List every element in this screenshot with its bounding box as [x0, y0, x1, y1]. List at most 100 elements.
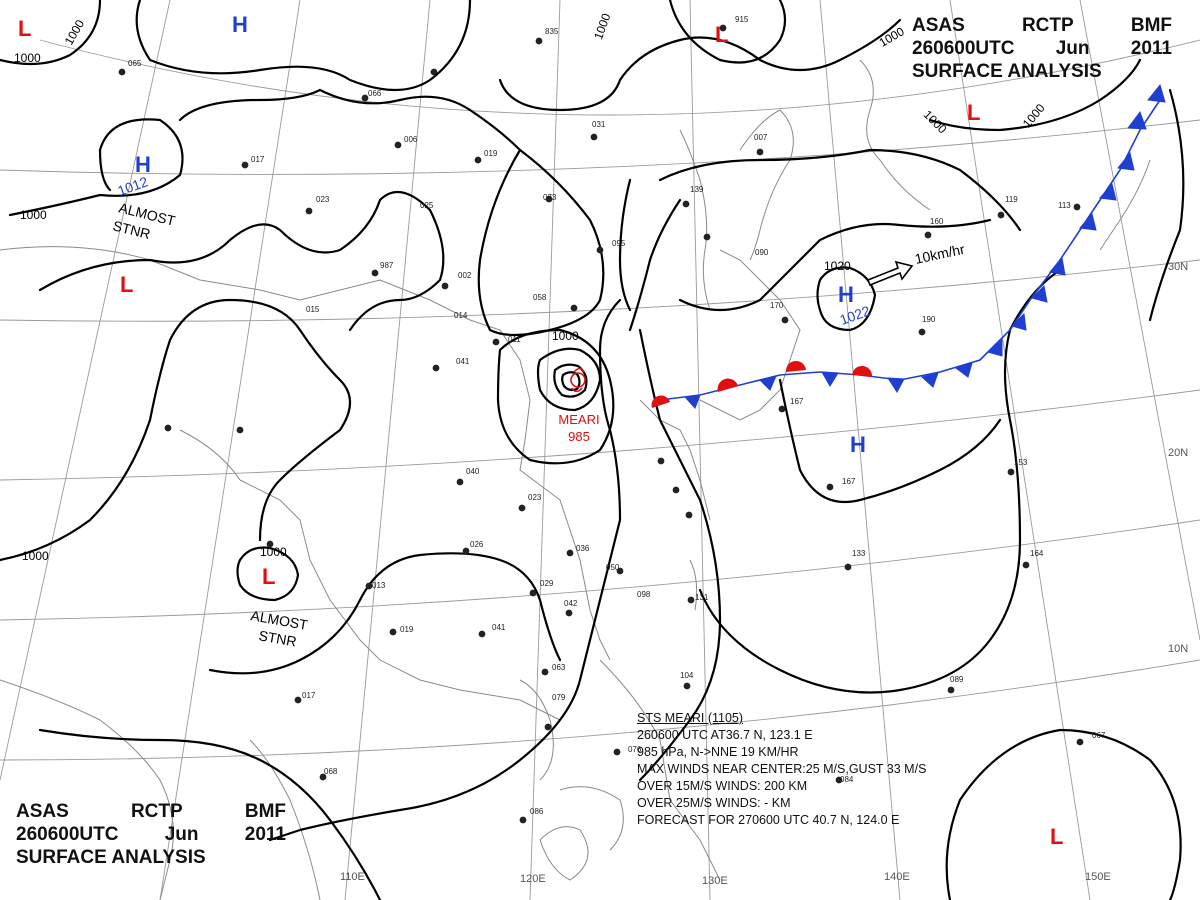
storm-label: MEARI 985 — [558, 412, 599, 444]
storm-info-15ms: OVER 15M/S WINDS: 200 KM — [637, 779, 808, 793]
low-center: L — [18, 16, 31, 41]
svg-text:041: 041 — [492, 623, 506, 632]
high-center: H — [850, 432, 866, 457]
low-center: L — [120, 272, 133, 297]
footer-product: ASAS — [16, 801, 69, 822]
footer-source: BMF — [244, 801, 286, 822]
svg-text:170: 170 — [770, 301, 784, 310]
svg-text:131: 131 — [695, 593, 709, 602]
svg-text:164: 164 — [1030, 549, 1044, 558]
svg-text:1020: 1020 — [824, 259, 851, 273]
svg-text:150E: 150E — [1085, 871, 1111, 883]
svg-text:110E: 110E — [340, 871, 365, 883]
svg-text:119: 119 — [1005, 195, 1018, 204]
svg-text:073: 073 — [543, 193, 557, 202]
storm-info-pressure: 985 hPa, N->NNE 19 KM/HR — [637, 745, 799, 759]
storm-name: MEARI — [558, 412, 599, 427]
svg-text:30N: 30N — [1168, 261, 1188, 273]
svg-text:026: 026 — [470, 540, 484, 549]
svg-text:017: 017 — [302, 691, 316, 700]
footer-station: RCTP — [130, 801, 183, 822]
svg-text:133: 133 — [852, 549, 866, 558]
almost-stnr-south-2: STNR — [257, 627, 297, 649]
svg-text:104: 104 — [680, 671, 694, 680]
svg-text:835: 835 — [545, 27, 559, 36]
svg-text:20N: 20N — [1168, 447, 1188, 459]
svg-text:140E: 140E — [884, 871, 910, 883]
latitude-labels: 30N 20N 10N — [1168, 261, 1188, 655]
svg-text:1000: 1000 — [14, 51, 41, 65]
svg-text:1000: 1000 — [552, 329, 579, 343]
title-bottom: ASAS RCTP BMF 260600UTC Jun 2011 SURFACE… — [16, 800, 286, 869]
high-center: H — [838, 282, 854, 307]
station-values: 835 915 065 066 006 017 019 023 025 987 … — [128, 15, 1106, 816]
low-center: L — [262, 564, 275, 589]
storm-info-box: STS MEARI (1105) 260600 UTC AT36.7 N, 12… — [637, 710, 926, 829]
storm-info-max-winds: MAX WINDS NEAR CENTER:25 M/S,GUST 33 M/S — [637, 762, 927, 776]
svg-text:023: 023 — [528, 493, 542, 502]
footer-type: SURFACE ANALYSIS — [16, 847, 206, 868]
storm-info-25ms: OVER 25M/S WINDS: - KM — [637, 796, 791, 810]
longitude-labels: 110E 120E 130E 140E 150E — [340, 871, 1111, 887]
svg-text:029: 029 — [540, 579, 554, 588]
svg-text:041: 041 — [456, 357, 470, 366]
low-center: L — [967, 100, 980, 125]
svg-text:079: 079 — [552, 693, 566, 702]
svg-text:068: 068 — [324, 767, 338, 776]
storm-info-forecast: FORECAST FOR 270600 UTC 40.7 N, 124.0 E — [637, 813, 900, 827]
svg-text:011: 011 — [508, 335, 521, 344]
footer-month: Jun — [164, 824, 199, 845]
svg-text:067: 067 — [1092, 731, 1106, 740]
svg-text:10N: 10N — [1168, 643, 1188, 655]
svg-text:153: 153 — [1014, 458, 1028, 467]
svg-text:023: 023 — [316, 195, 330, 204]
svg-text:050: 050 — [606, 563, 620, 572]
title-time: 260600UTC — [912, 38, 1015, 59]
high-center: H — [232, 12, 248, 37]
storm-info-heading: STS MEARI (1105) — [637, 711, 744, 725]
svg-text:167: 167 — [790, 397, 804, 406]
svg-text:042: 042 — [564, 599, 578, 608]
station-plots — [118, 24, 1084, 824]
svg-text:090: 090 — [755, 248, 769, 257]
typhoon-symbol-icon — [570, 367, 586, 393]
footer-time: 260600UTC — [16, 824, 119, 845]
svg-text:065: 065 — [128, 59, 142, 68]
footer-year: 2011 — [244, 824, 286, 845]
svg-text:013: 013 — [372, 581, 386, 590]
title-station: RCTP — [1021, 15, 1074, 36]
svg-text:017: 017 — [251, 155, 265, 164]
svg-text:1000: 1000 — [22, 549, 49, 563]
title-top: ASAS RCTP BMF 260600UTC Jun 2011 SURFACE… — [912, 14, 1172, 83]
svg-text:089: 089 — [950, 675, 964, 684]
low-center: L — [715, 22, 728, 47]
title-year: 2011 — [1130, 38, 1172, 59]
svg-text:130E: 130E — [702, 875, 728, 887]
storm-info-position: 260600 UTC AT36.7 N, 123.1 E — [637, 728, 813, 742]
low-center: L — [1050, 824, 1063, 849]
svg-text:160: 160 — [930, 217, 944, 226]
cold-front — [659, 83, 1166, 409]
svg-text:019: 019 — [484, 149, 498, 158]
svg-text:076: 076 — [628, 745, 642, 754]
motion-arrow-icon — [866, 260, 914, 287]
svg-text:006: 006 — [404, 135, 418, 144]
svg-text:066: 066 — [368, 89, 382, 98]
title-product: ASAS — [912, 15, 965, 36]
storm-pressure: 985 — [568, 429, 590, 444]
svg-text:015: 015 — [306, 305, 320, 314]
svg-text:086: 086 — [530, 807, 544, 816]
svg-text:084: 084 — [840, 775, 854, 784]
svg-text:1000: 1000 — [20, 208, 47, 222]
svg-text:040: 040 — [466, 467, 480, 476]
title-source: BMF — [1130, 15, 1172, 36]
svg-text:098: 098 — [637, 590, 651, 599]
svg-text:139: 139 — [690, 185, 704, 194]
svg-text:190: 190 — [922, 315, 936, 324]
svg-text:058: 058 — [533, 293, 547, 302]
svg-text:025: 025 — [420, 201, 434, 210]
warm-front — [651, 360, 873, 408]
